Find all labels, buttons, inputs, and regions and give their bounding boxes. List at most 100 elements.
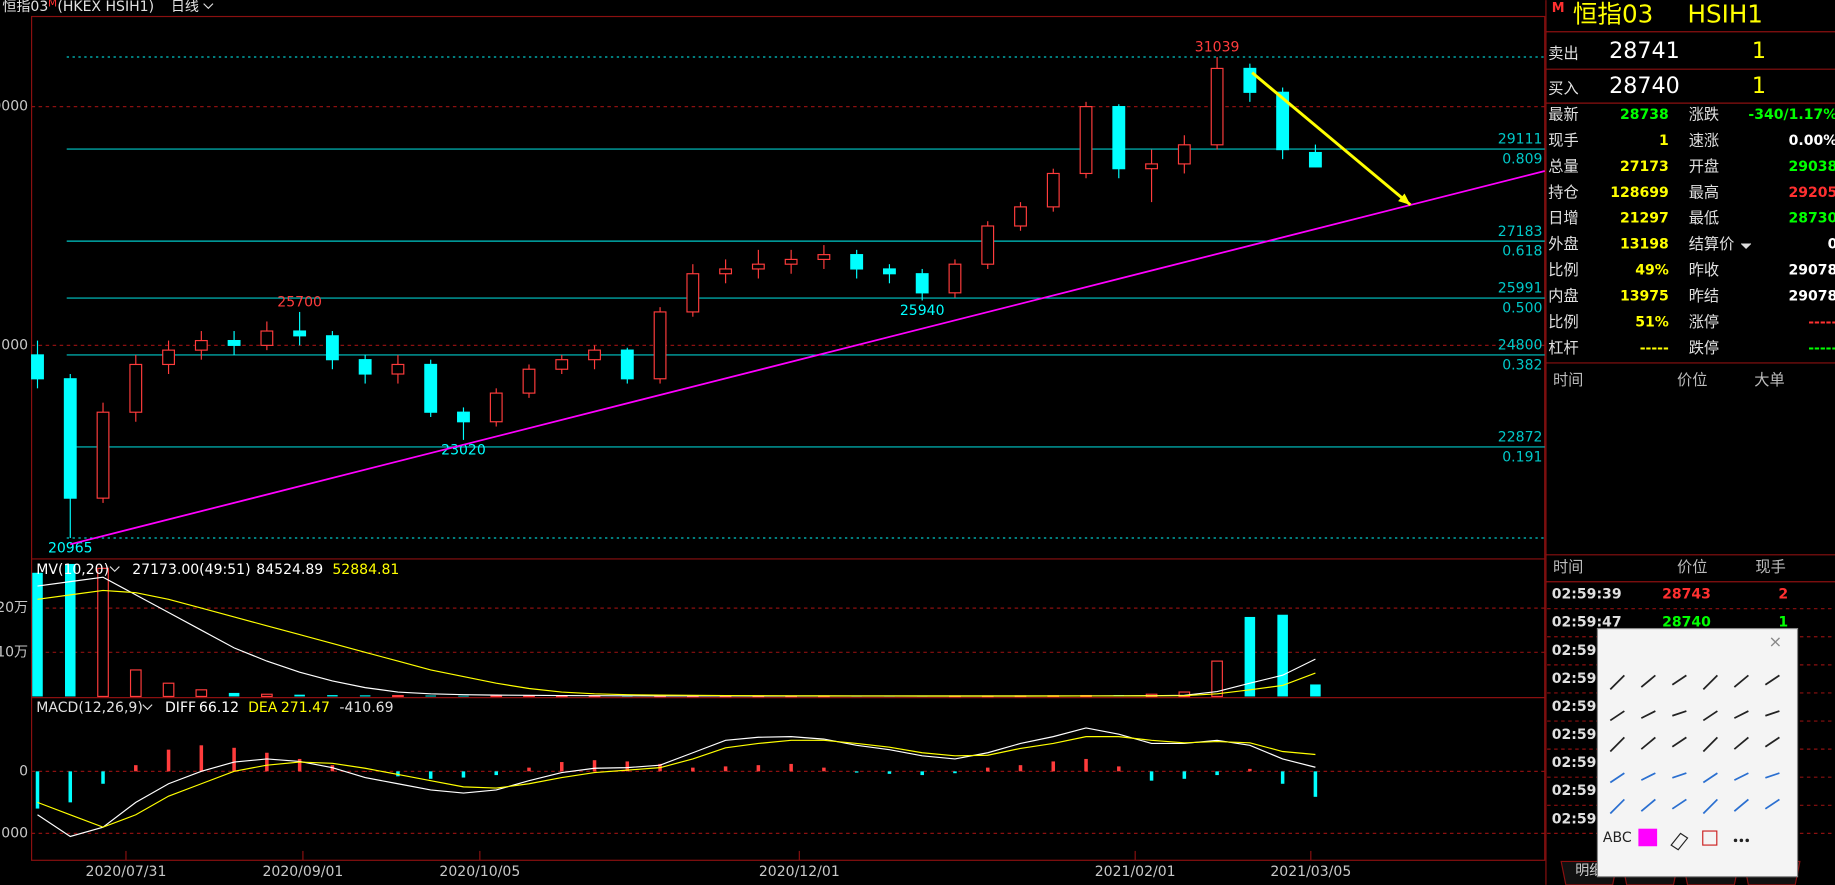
candle-body: [1145, 163, 1159, 170]
candle-body: [457, 411, 470, 423]
order-price: 28740: [1609, 73, 1680, 99]
candle-body: [63, 378, 77, 499]
order-qty: 1: [1752, 73, 1766, 99]
tool-icon[interactable]: [1702, 674, 1719, 691]
tool-icon[interactable]: [1702, 772, 1718, 784]
tool-icon[interactable]: [1733, 674, 1749, 688]
tool-icon[interactable]: [1702, 798, 1719, 815]
bar: [1310, 684, 1321, 697]
tool-icon[interactable]: [1609, 710, 1625, 722]
tool-popup: [1596, 627, 1799, 878]
tool-icon[interactable]: [1671, 736, 1687, 748]
more-tool[interactable]: [1745, 838, 1749, 843]
trade-price: 28743: [1662, 587, 1711, 603]
trade-time: 02:59: [1552, 699, 1597, 715]
tool-icon[interactable]: [1733, 710, 1749, 719]
quote-label: 最新: [1548, 105, 1578, 123]
candle-body: [1177, 144, 1191, 165]
tool-icon[interactable]: [1609, 674, 1625, 691]
bar: [359, 695, 371, 697]
tool-icon[interactable]: [1671, 674, 1687, 686]
tool-icon[interactable]: [1609, 798, 1625, 815]
quote-label: 杠杆: [1548, 339, 1578, 357]
header-period[interactable]: 日线: [171, 0, 199, 15]
fib-ratio: 0.191: [1502, 449, 1542, 465]
tab-label[interactable]: 明细: [1575, 863, 1603, 879]
fib-value: 29111: [1498, 132, 1543, 148]
trade-price: 28740: [1662, 615, 1711, 631]
trade-time: 02:59: [1552, 811, 1597, 827]
tool-icon[interactable]: [1764, 736, 1780, 748]
bar: [461, 771, 466, 778]
macd-title[interactable]: MACD(12,26,9): [36, 700, 143, 716]
tool-icon[interactable]: [1640, 772, 1656, 781]
quote-value: 29038: [1789, 159, 1835, 175]
legend-chevron[interactable]: [109, 566, 120, 573]
bar: [1018, 765, 1023, 772]
bar: [756, 765, 761, 772]
bar: [789, 763, 793, 772]
trade-time: 02:59: [1552, 671, 1597, 687]
tool-icon[interactable]: [1640, 798, 1656, 812]
period-chevron[interactable]: [203, 3, 214, 10]
bar: [527, 767, 531, 772]
quote-label: 开盘: [1689, 157, 1719, 175]
candle-body: [391, 363, 405, 375]
fib-ratio: 0.500: [1502, 301, 1542, 317]
quote-label: 总量: [1548, 157, 1578, 175]
legend-chevron[interactable]: [142, 704, 153, 711]
candle-body: [1046, 172, 1060, 208]
header-name: 恒指03: [2, 0, 48, 15]
tool-icon[interactable]: [1640, 736, 1656, 750]
quote-value: 29078: [1789, 289, 1835, 305]
trend-line: [70, 170, 1545, 546]
bar: [1248, 768, 1252, 772]
popup-close[interactable]: ×: [1768, 632, 1782, 651]
bar: [490, 695, 503, 698]
quote-value: 28730: [1789, 211, 1835, 227]
more-tool[interactable]: [1733, 838, 1738, 843]
settle-chevron[interactable]: [1740, 243, 1752, 250]
tool-icon[interactable]: [1672, 772, 1687, 779]
tool-icon[interactable]: [1733, 736, 1749, 750]
tool-icon[interactable]: [1702, 710, 1718, 722]
quote-label: 结算价: [1689, 235, 1735, 253]
list-tool[interactable]: [1702, 830, 1718, 846]
tool-icon[interactable]: [1640, 674, 1656, 688]
color-tool[interactable]: [1638, 828, 1658, 847]
tool-icon[interactable]: [1609, 736, 1625, 753]
more-tool[interactable]: [1739, 838, 1744, 843]
bar: [723, 766, 728, 772]
trend-line: [1251, 71, 1412, 207]
tool-icon[interactable]: [1609, 772, 1625, 784]
candle-body: [293, 330, 307, 337]
bar: [458, 695, 469, 697]
tool-icon[interactable]: [1765, 772, 1780, 779]
text-tool[interactable]: ABC: [1603, 830, 1632, 846]
tool-icon[interactable]: [1764, 798, 1780, 810]
quote-value: 49%: [1635, 263, 1669, 279]
legend-item[interactable]: MV(10,20): [36, 562, 109, 578]
candle-body: [850, 254, 864, 270]
bar: [1051, 761, 1056, 772]
eraser-tool[interactable]: [1670, 832, 1689, 851]
tool-icon[interactable]: [1733, 772, 1749, 781]
legend-name: DEA: [248, 700, 278, 716]
tool-icon[interactable]: [1733, 798, 1749, 812]
quote-label: 涨跌: [1689, 105, 1719, 123]
tool-icon[interactable]: [1640, 710, 1656, 719]
legend-item: 84524.89: [256, 562, 323, 578]
tool-icon[interactable]: [1764, 674, 1780, 686]
tool-icon[interactable]: [1671, 798, 1687, 810]
bar: [1277, 614, 1288, 697]
tool-icon[interactable]: [1672, 710, 1687, 717]
fib-value: 24800: [1498, 338, 1543, 354]
tool-icon[interactable]: [1765, 710, 1780, 717]
x-tick-label: 2020/12/01: [759, 864, 840, 880]
bar: [195, 689, 208, 698]
quote-label: 比例: [1548, 261, 1578, 279]
candle-body: [31, 354, 44, 380]
tool-icon[interactable]: [1702, 736, 1719, 753]
candle-body: [194, 339, 208, 351]
